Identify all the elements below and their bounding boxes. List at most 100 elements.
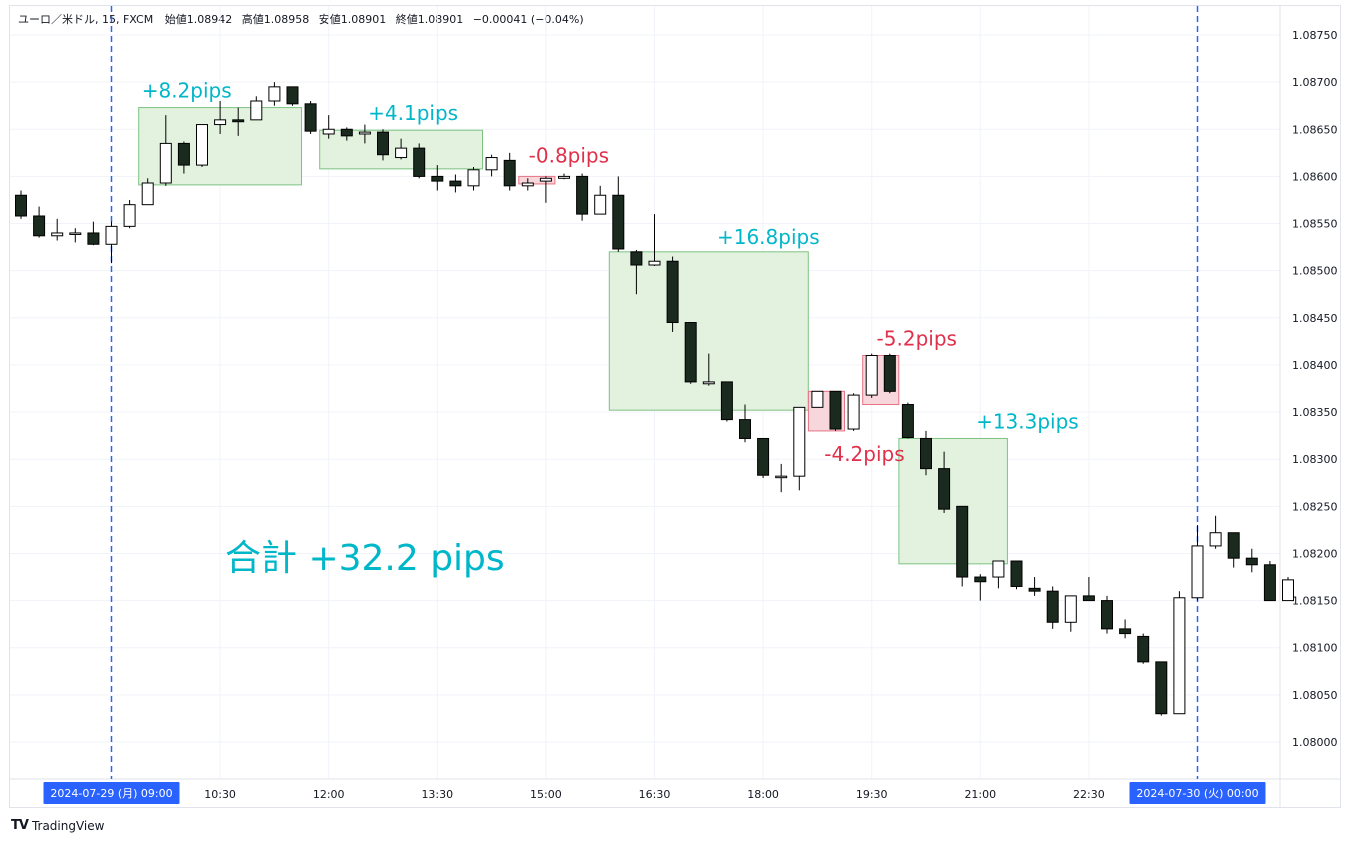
- candle-body: [87, 232, 100, 245]
- candle-body: [105, 225, 118, 245]
- trade-result-label: +16.8pips: [717, 225, 820, 249]
- x-tick-label: 13:30: [421, 788, 453, 801]
- candle-body: [1227, 532, 1240, 559]
- candle-body: [811, 390, 824, 408]
- candle-body: [177, 142, 190, 166]
- low-value: 1.08901: [340, 13, 387, 26]
- candle-body: [992, 560, 1005, 578]
- trade-result-label: +13.3pips: [976, 409, 1079, 433]
- change-value: −0.00041 (−0.04%): [472, 13, 584, 26]
- candle-body: [1137, 635, 1150, 663]
- candle-body: [1263, 564, 1276, 602]
- y-tick-label: 1.08050: [1292, 689, 1338, 702]
- chart-frame: [9, 5, 1341, 808]
- close-value: 1.08901: [417, 13, 464, 26]
- tradingview-logo-icon: TV: [11, 818, 29, 833]
- candle-body: [1010, 560, 1023, 587]
- candle-body: [413, 147, 426, 177]
- candle-body: [594, 194, 607, 215]
- y-tick-label: 1.08250: [1292, 500, 1338, 513]
- y-tick-label: 1.08500: [1292, 265, 1338, 278]
- trade-result-label: -5.2pips: [877, 327, 957, 351]
- candle-body: [1119, 628, 1132, 635]
- candle-body: [793, 406, 806, 477]
- y-tick-label: 1.08600: [1292, 170, 1338, 183]
- candle-body: [250, 100, 263, 121]
- total-pips-label: 合計 +32.2 pips: [225, 538, 505, 579]
- open-label: 始値: [164, 13, 187, 26]
- trade-result-label: +8.2pips: [142, 79, 232, 103]
- trade-result-label: +4.1pips: [368, 101, 458, 125]
- candle-body: [847, 394, 860, 430]
- x-tick-label: 22:30: [1073, 788, 1105, 801]
- trade-result-label: -0.8pips: [529, 143, 609, 167]
- candle-body: [901, 404, 914, 439]
- tradingview-footer[interactable]: TV TradingView: [11, 818, 104, 833]
- candle-body: [141, 182, 154, 206]
- x-tick-label: 19:30: [856, 788, 888, 801]
- y-tick-label: 1.08100: [1292, 642, 1338, 655]
- session-date-label: 2024-07-29 (月) 09:00: [50, 787, 172, 800]
- candle-body: [1155, 661, 1168, 715]
- candle-body: [666, 260, 679, 324]
- y-tick-label: 1.08750: [1292, 29, 1338, 42]
- candle-body: [702, 381, 715, 385]
- y-tick-label: 1.08650: [1292, 123, 1338, 136]
- candle-body: [576, 175, 589, 215]
- y-tick-label: 1.08150: [1292, 595, 1338, 608]
- candle-body: [51, 232, 64, 237]
- candle-body: [865, 355, 878, 396]
- open-value: 1.08942: [186, 13, 233, 26]
- candle-body: [15, 194, 27, 217]
- candle-body: [358, 131, 371, 135]
- candle-body: [956, 505, 969, 578]
- candle-body: [720, 381, 733, 421]
- tradingview-brand: TradingView: [31, 818, 105, 833]
- candle-body: [1282, 579, 1294, 602]
- x-tick-label: 21:00: [964, 788, 996, 801]
- high-value: 1.08958: [263, 13, 310, 26]
- candle-body: [1064, 595, 1077, 623]
- candle-body: [775, 475, 788, 479]
- candle-body: [1191, 545, 1204, 599]
- candle-body: [268, 86, 281, 102]
- symbol-name[interactable]: ユーロ／米ドル, 15, FXCM: [18, 13, 154, 26]
- high-label: 高値: [241, 13, 264, 26]
- session-date-badge: [43, 782, 180, 804]
- x-tick-label: 10:30: [204, 788, 236, 801]
- y-tick-label: 1.08350: [1292, 406, 1338, 419]
- candle-body: [377, 131, 389, 156]
- candle-body: [648, 260, 661, 266]
- y-tick-label: 1.08700: [1292, 76, 1338, 89]
- candle-body: [449, 180, 462, 187]
- candle-body: [920, 437, 932, 470]
- candle-body: [684, 322, 697, 383]
- y-tick-label: 1.08550: [1292, 218, 1338, 231]
- trade-box: [608, 251, 809, 411]
- low-label: 安値: [318, 13, 341, 26]
- x-tick-label: 16:30: [639, 788, 671, 801]
- candle-body: [340, 128, 353, 137]
- candle-body: [467, 169, 480, 187]
- candle-body: [938, 468, 951, 510]
- candle-body: [1209, 532, 1222, 547]
- y-tick-label: 1.08450: [1292, 312, 1338, 325]
- candle-body: [757, 437, 770, 476]
- candle-body: [1101, 600, 1113, 630]
- y-tick-label: 1.08400: [1292, 359, 1338, 372]
- trade-result-label: -4.2pips: [824, 442, 904, 466]
- candle-body: [829, 390, 842, 430]
- x-tick-label: 18:00: [747, 788, 779, 801]
- candle-body: [1082, 595, 1095, 602]
- candle-body: [1173, 597, 1186, 715]
- candle-body: [196, 124, 208, 166]
- candle-body: [123, 204, 136, 227]
- candle-body: [1046, 590, 1059, 623]
- candle-body: [1245, 557, 1258, 566]
- close-label: 終値: [395, 13, 418, 26]
- candle-body: [539, 177, 552, 182]
- candle-body: [558, 175, 570, 179]
- candle-body: [214, 119, 227, 126]
- candle-body: [739, 419, 751, 439]
